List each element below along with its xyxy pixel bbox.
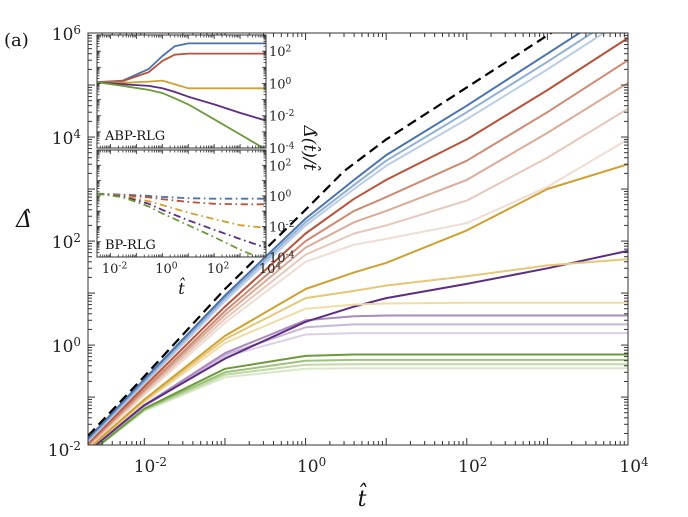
series-line-3 [88,33,606,443]
plot-frame [87,32,629,446]
y-tick-label: 104 [52,127,81,149]
y-tick-label: 100 [52,335,81,357]
inset-y-tick-label: 102 [269,159,291,175]
inset-abp-rlg: 10-4 10-2 100 102 ABP-RLG Δ̂(t̂)/t̂ [96,34,321,171]
series-line-18 [98,363,628,445]
inset-series-line-1 [97,52,266,84]
series-line-2 [88,33,594,441]
inset-y-tick-label: 10-4 [269,141,295,157]
series-line-13 [94,314,628,445]
series-line-8 [88,138,628,445]
series-line-19 [98,367,628,445]
inset-series-line-3 [97,192,266,249]
inset-x-tick-label: 10-2 [102,261,127,277]
series-line-16 [97,353,628,445]
inset-series-line-4 [97,192,261,257]
inset-x-tick-label: 104 [259,261,282,277]
inset-y-tick-label: 100 [269,189,292,205]
series-line-14 [94,323,628,445]
series-line-9 [91,163,628,445]
series-line-4 [88,37,628,444]
inset-x-axis-label: t̂ [178,278,185,298]
x-axis-label: t̂ [358,483,368,512]
y-tick-label: 10-2 [48,439,81,461]
inset-bp-rlg: 10-4 10-2 100 102 BP-RLG 10-2 100 102 104 t̂ [96,149,295,298]
series-line-5 [88,59,628,445]
inset-x-tick-label: 100 [155,261,178,277]
series-line-1 [88,33,582,440]
x-tick-label: 10-2 [134,455,167,477]
inset-y-tick-label: 102 [269,45,291,61]
y-tick-label: 106 [52,23,81,45]
panel-label: (a) [4,30,29,51]
inset-title: BP-RLG [105,238,156,253]
series-line-10 [91,258,628,445]
main-plot: 10-2 100 102 104 10-2 100 102 104 106 t̂ Δ̂ [15,23,649,512]
inset-x-tick-label: 102 [207,261,229,277]
inset-y-tick-label: 10-2 [269,220,294,236]
inset-title: ABP-RLG [104,129,165,144]
series-line-11 [91,301,628,445]
inset-y-tick-label: 10-2 [269,109,294,125]
series-line-6 [88,82,628,445]
series-line-7 [88,107,628,445]
inset-series-line-4 [97,81,266,148]
y-axis-label: Δ̂ [15,208,32,233]
x-tick-label: 104 [619,455,648,477]
inset-y-axis-label: Δ̂(t̂)/t̂ [299,125,321,171]
series-line-12 [94,249,628,445]
x-tick-label: 100 [297,455,326,477]
inset-series-line-3 [97,81,266,122]
x-tick-label: 102 [458,455,487,477]
inset-series-line-1 [97,192,266,206]
inset-y-tick-label: 10-4 [269,250,295,266]
inset-series-line-2 [97,79,266,90]
y-tick-label: 102 [52,231,81,253]
series-line-17 [97,358,628,445]
inset-y-tick-label: 100 [269,77,292,93]
